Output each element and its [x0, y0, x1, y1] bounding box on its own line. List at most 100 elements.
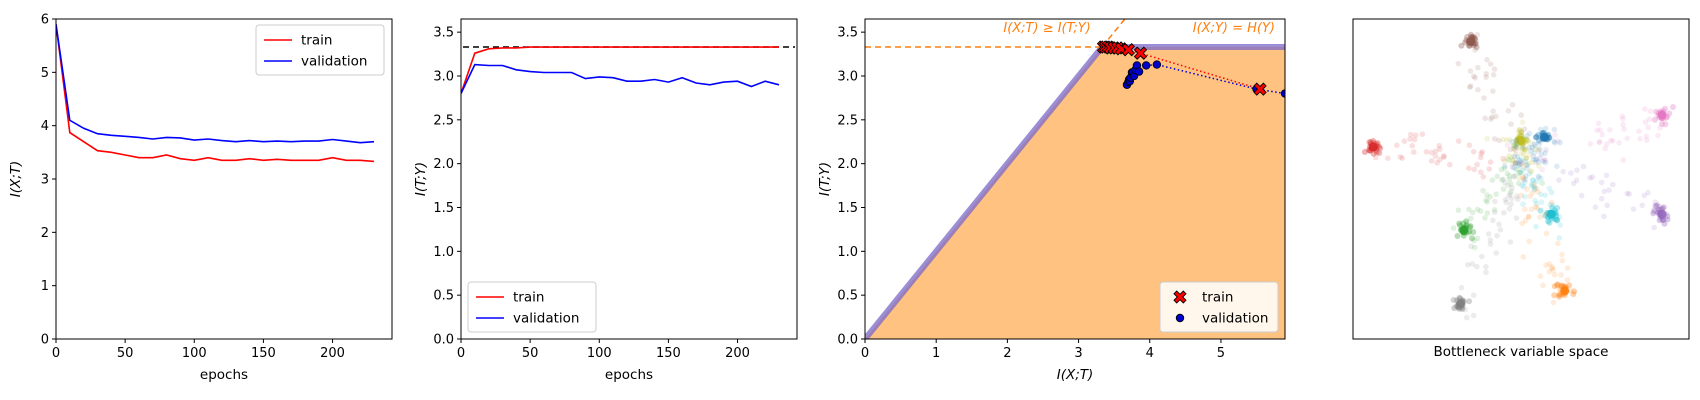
embedding-point: [1467, 68, 1474, 74]
embedding-point: [1564, 265, 1571, 272]
cluster-center: [1657, 209, 1667, 219]
embedding-point: [1483, 269, 1489, 276]
embedding-point: [1650, 210, 1657, 217]
embedding-point: [1515, 160, 1522, 166]
embedding-point: [1511, 146, 1518, 153]
embedding-point: [1531, 186, 1538, 193]
embedding-point: [1471, 73, 1477, 80]
embedding-point: [1564, 277, 1571, 283]
embedding-point: [1527, 193, 1533, 199]
series-line-train: [461, 46, 779, 94]
embedding-point: [1408, 131, 1414, 138]
embedding-point: [1538, 151, 1545, 157]
embedding-point: [1512, 160, 1519, 167]
embedding-point: [1532, 197, 1538, 204]
embedding-point: [1550, 267, 1556, 274]
embedding-point: [1508, 201, 1514, 207]
embedding-point: [1542, 192, 1548, 199]
embedding-point: [1483, 197, 1489, 203]
embedding-point: [1653, 203, 1660, 209]
panel-bottleneck-space: Bottleneck variable space: [1352, 18, 1690, 360]
embedding-point: [1535, 146, 1542, 153]
embedding-point: [1511, 145, 1517, 152]
embedding-point: [1536, 140, 1543, 146]
embedding-point: [1597, 127, 1603, 133]
embedding-point: [1530, 156, 1537, 163]
embedding-point: [1520, 201, 1526, 207]
embedding-point: [1513, 215, 1520, 221]
embedding-point: [1467, 223, 1474, 230]
embedding-point: [1529, 144, 1535, 151]
embedding-point: [1490, 88, 1496, 94]
embedding-point: [1542, 156, 1548, 163]
embedding-point: [1501, 210, 1507, 216]
embedding-point: [1531, 141, 1538, 147]
embedding-point: [1571, 288, 1578, 295]
embedding-point: [1471, 237, 1477, 244]
embedding-point: [1411, 136, 1418, 143]
embedding-point: [1489, 177, 1496, 183]
embedding-point: [1523, 162, 1530, 168]
cluster-center: [1560, 286, 1570, 296]
embedding-point: [1506, 176, 1513, 183]
embedding-point: [1556, 292, 1563, 299]
embedding-point: [1450, 297, 1457, 303]
embedding-point: [1516, 130, 1522, 136]
embedding-point: [1487, 241, 1494, 247]
embedding-point: [1554, 205, 1561, 211]
embedding-point: [1534, 205, 1540, 211]
series-line-validation: [56, 24, 375, 144]
embedding-point: [1518, 112, 1524, 118]
embedding-point: [1419, 131, 1426, 137]
embedding-point: [1523, 155, 1530, 162]
embedding-point: [1537, 214, 1543, 220]
embedding-point: [1535, 137, 1542, 144]
embedding-point: [1466, 165, 1472, 171]
embedding-point: [1551, 272, 1558, 278]
embedding-point: [1526, 238, 1532, 245]
y-tick-label: 2: [41, 226, 49, 241]
embedding-point: [1483, 264, 1489, 270]
embedding-point: [1407, 136, 1413, 142]
train-point: [1133, 46, 1148, 60]
embedding-point: [1450, 225, 1457, 231]
embedding-point: [1520, 164, 1527, 170]
embedding-point: [1515, 144, 1521, 151]
embedding-point: [1538, 191, 1544, 198]
embedding-point: [1482, 215, 1488, 221]
embedding-point: [1516, 157, 1522, 163]
embedding-point: [1518, 156, 1524, 163]
embedding-point: [1434, 160, 1440, 166]
embedding-point: [1464, 314, 1470, 321]
embedding-point: [1532, 143, 1538, 149]
embedding-point: [1514, 154, 1521, 160]
embedding-point: [1538, 199, 1545, 205]
embedding-point: [1535, 189, 1541, 195]
embedding-point: [1521, 126, 1528, 132]
x-tick-label: 4: [1146, 346, 1154, 361]
embedding-point: [1608, 137, 1614, 144]
embedding-point: [1370, 138, 1377, 144]
embedding-point: [1547, 201, 1553, 208]
annotation-equality: I(X;Y) = H(Y): [1193, 21, 1275, 36]
embedding-point: [1437, 146, 1443, 152]
embedding-point: [1504, 142, 1511, 149]
embedding-point: [1518, 161, 1524, 167]
embedding-point: [1493, 250, 1499, 256]
embedding-point: [1503, 137, 1510, 143]
embedding-point: [1537, 126, 1544, 133]
embedding-point: [1554, 163, 1560, 170]
embedding-point: [1546, 219, 1553, 226]
embedding-point: [1526, 144, 1532, 151]
embedding-point: [1490, 72, 1497, 78]
embedding-point: [1609, 138, 1616, 144]
embedding-point: [1490, 108, 1496, 114]
embedding-point: [1502, 196, 1509, 203]
embedding-point: [1519, 182, 1525, 189]
embedding-point: [1645, 189, 1651, 196]
embedding-point: [1554, 216, 1561, 223]
embedding-point: [1528, 183, 1535, 189]
embedding-point: [1508, 154, 1515, 160]
embedding-point: [1470, 292, 1477, 299]
embedding-point: [1513, 193, 1520, 199]
